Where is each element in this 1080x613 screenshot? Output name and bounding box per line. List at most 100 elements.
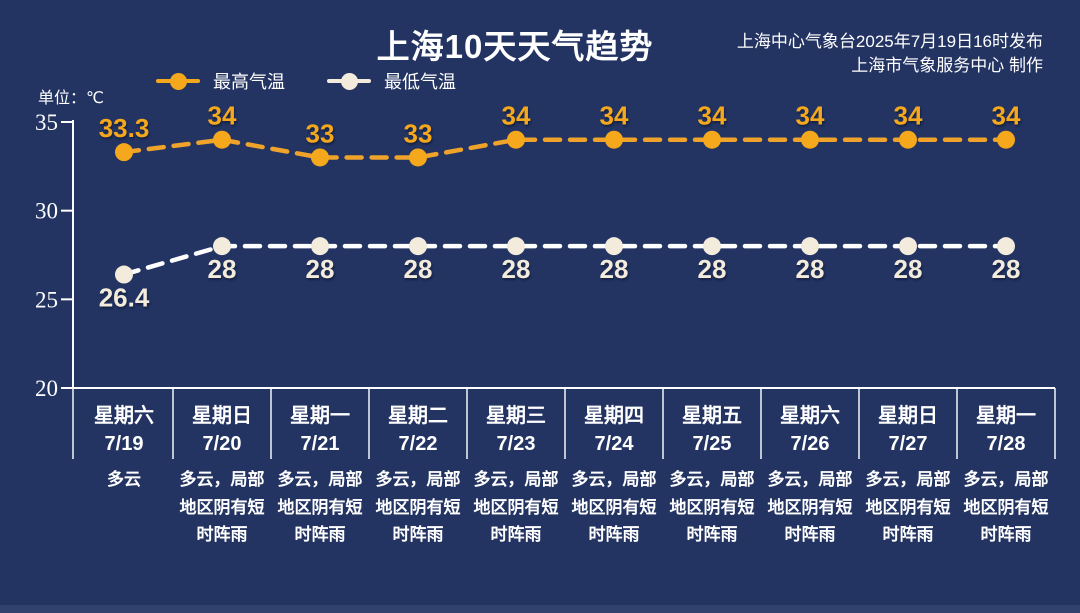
- high-temp-value-label: 34: [600, 101, 629, 131]
- high-temp-point: [311, 148, 329, 167]
- weekday-label: 星期三: [486, 405, 546, 427]
- low-temp-point: [997, 237, 1015, 256]
- date-label: 7/27: [888, 433, 928, 455]
- weekday-label: 星期五: [682, 405, 742, 427]
- legend-item-low-temp: 最低气温: [327, 68, 456, 94]
- y-tick-label: 25: [35, 287, 58, 312]
- chart-legend: 最高气温 最低气温: [156, 68, 456, 94]
- low-temp-value-label: 28: [992, 254, 1021, 284]
- day-column: 星期六 7/26 多云，局部 地区阴有短 时阵雨: [761, 396, 859, 549]
- low-temp-point: [801, 237, 819, 256]
- weekday-label: 星期二: [388, 405, 448, 427]
- low-temp-value-label: 28: [698, 254, 727, 284]
- low-temp-value-label: 28: [796, 254, 825, 284]
- high-temp-value-label: 34: [992, 101, 1021, 131]
- high-temp-point: [115, 143, 133, 162]
- weather-text: 多云，局部 地区阴有短 时阵雨: [277, 470, 363, 544]
- weather-text: 多云，局部 地区阴有短 时阵雨: [865, 470, 951, 544]
- high-temp-point: [703, 130, 721, 149]
- source-line-producer: 上海市气象服务中心 制作: [851, 56, 1043, 75]
- low-temp-value-label: 28: [306, 254, 335, 284]
- day-column: 星期一 7/28 多云，局部 地区阴有短 时阵雨: [957, 396, 1055, 549]
- date-label: 7/24: [594, 433, 634, 455]
- high-temp-value-label: 34: [502, 101, 531, 131]
- low-temp-point: [703, 237, 721, 256]
- low-temp-point: [899, 237, 917, 256]
- page-title: 上海10天天气趋势: [376, 28, 654, 65]
- day-column: 星期六 7/19 多云: [75, 396, 173, 494]
- high-temp-point: [507, 130, 525, 149]
- low-temp-point: [507, 237, 525, 256]
- source-info: 上海中心气象台2025年7月19日16时发布 上海市气象服务中心 制作: [737, 30, 1043, 78]
- low-temp-value-label: 28: [208, 254, 237, 284]
- weekday-label: 星期日: [192, 405, 252, 427]
- low-temp-value-label: 28: [502, 254, 531, 284]
- weather-text: 多云，局部 地区阴有短 时阵雨: [767, 470, 853, 544]
- day-column: 星期五 7/25 多云，局部 地区阴有短 时阵雨: [663, 396, 761, 549]
- day-column: 星期四 7/24 多云，局部 地区阴有短 时阵雨: [565, 396, 663, 549]
- high-temp-value-label: 34: [894, 101, 923, 131]
- day-column: 星期日 7/20 多云，局部 地区阴有短 时阵雨: [173, 396, 271, 549]
- low-temp-value-label: 28: [404, 254, 433, 284]
- high-temp-value-label: 33: [306, 118, 335, 148]
- weather-text: 多云，局部 地区阴有短 时阵雨: [669, 470, 755, 544]
- legend-label-low-temp: 最低气温: [384, 72, 456, 92]
- high-temp-value-label: 34: [796, 101, 825, 131]
- weather-text: 多云，局部 地区阴有短 时阵雨: [179, 470, 265, 544]
- weather-text: 多云，局部 地区阴有短 时阵雨: [473, 470, 559, 544]
- low-temp-point: [115, 265, 133, 284]
- date-label: 7/22: [398, 433, 438, 455]
- high-temp-value-label: 34: [208, 101, 237, 131]
- low-temp-point: [311, 237, 329, 256]
- weekday-label: 星期一: [290, 405, 350, 427]
- low-temp-line: [121, 243, 1009, 277]
- y-tick-label: 30: [35, 199, 58, 224]
- date-label: 7/26: [790, 433, 830, 455]
- unit-label: 单位：℃: [38, 90, 104, 107]
- date-label: 7/20: [202, 433, 242, 455]
- day-column: 星期三 7/23 多云，局部 地区阴有短 时阵雨: [467, 396, 565, 549]
- high-temp-point: [409, 148, 427, 167]
- y-tick-label: 20: [35, 376, 58, 401]
- high-temp-point: [997, 130, 1015, 149]
- low-temp-point: [409, 237, 427, 256]
- low-temp-value-label: 28: [894, 254, 923, 284]
- weather-text: 多云，局部 地区阴有短 时阵雨: [375, 470, 461, 544]
- day-column: 星期一 7/21 多云，局部 地区阴有短 时阵雨: [271, 396, 369, 549]
- day-column: 星期二 7/22 多云，局部 地区阴有短 时阵雨: [369, 396, 467, 549]
- date-label: 7/21: [300, 433, 340, 455]
- weekday-label: 星期日: [878, 405, 938, 427]
- weather-text: 多云，局部 地区阴有短 时阵雨: [571, 470, 657, 544]
- date-label: 7/28: [986, 433, 1026, 455]
- weekday-label: 星期六: [94, 405, 154, 427]
- date-label: 7/25: [692, 433, 732, 455]
- high-temp-line-marker-icon: [156, 72, 200, 90]
- low-temp-value-label: 26.4: [99, 283, 150, 313]
- low-temp-point: [213, 237, 231, 256]
- source-line-issued: 上海中心气象台2025年7月19日16时发布: [736, 32, 1043, 51]
- high-temp-point: [899, 130, 917, 149]
- day-column: 星期日 7/27 多云，局部 地区阴有短 时阵雨: [859, 396, 957, 549]
- high-temp-point: [605, 130, 623, 149]
- legend-item-high-temp: 最高气温: [156, 68, 285, 94]
- high-temp-point: [213, 130, 231, 149]
- weekday-label: 星期六: [780, 405, 840, 427]
- high-temp-point: [801, 130, 819, 149]
- weather-text: 多云: [107, 470, 141, 489]
- low-temp-value-label: 28: [600, 254, 629, 284]
- low-temp-line-marker-icon: [327, 72, 371, 90]
- high-temp-line: [121, 137, 1009, 160]
- high-temp-value-label: 34: [698, 101, 727, 131]
- y-tick-label: 35: [35, 110, 58, 135]
- bottom-edge-strip: [0, 605, 1080, 613]
- legend-label-high-temp: 最高气温: [213, 72, 285, 92]
- date-label: 7/23: [496, 433, 536, 455]
- high-temp-value-label: 33.3: [99, 113, 150, 143]
- high-temp-value-label: 33: [404, 118, 433, 148]
- weekday-label: 星期一: [976, 405, 1036, 427]
- low-temp-point: [605, 237, 623, 256]
- weekday-label: 星期四: [584, 405, 644, 427]
